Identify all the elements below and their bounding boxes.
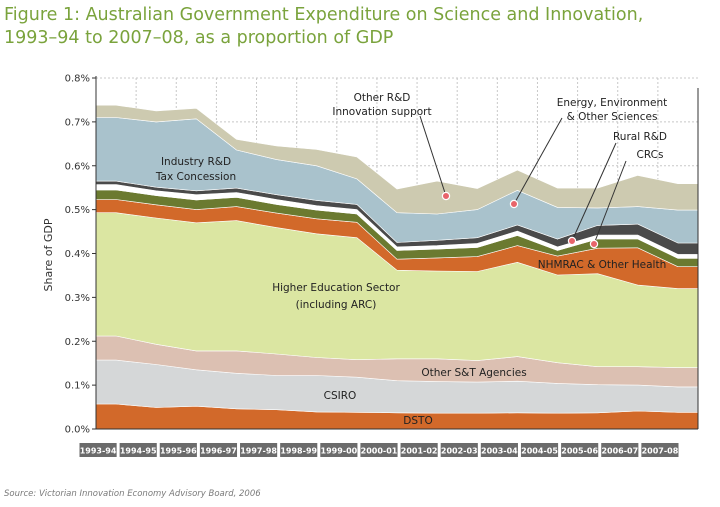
x-tick-box (320, 443, 358, 457)
x-tick-label: 2000-01 (361, 447, 398, 456)
marker-rural (567, 236, 577, 246)
label-other-rd: Other R&D (354, 92, 411, 104)
label-dsto: DSTO (403, 415, 432, 427)
x-tick-label: 2006-07 (601, 447, 638, 456)
x-axis-ticks: 1993-94 1994-95 1995-96 1996-97 1997-98 1998-… (79, 443, 679, 457)
y-tick-label: 0.5% (65, 205, 90, 216)
x-tick-label: 1997-98 (240, 447, 277, 456)
y-tick-label: 0.7% (65, 117, 90, 128)
y-axis-label: Share of GDP (42, 218, 55, 291)
y-tick-label: 0.3% (65, 293, 90, 304)
leader-energy (513, 117, 563, 205)
x-tick-box (240, 443, 278, 457)
x-tick-box (561, 443, 599, 457)
y-tick-label: 0.4% (65, 249, 90, 260)
x-tick-box (601, 443, 639, 457)
label-industry-rd-tax: Tax Concession (155, 171, 236, 183)
x-tick-label: 2002-03 (441, 447, 478, 456)
x-tick-label: 2007-08 (642, 447, 679, 456)
label-crcs: CRCs (637, 149, 664, 161)
x-tick-box (199, 443, 238, 457)
stacked-areas (95, 104, 699, 430)
x-tick-box (641, 443, 679, 457)
label-higher-education: Higher Education Sector (272, 282, 400, 294)
marker-energy (509, 199, 519, 209)
x-tick-label: 1998-99 (280, 447, 317, 456)
leader-rural (571, 142, 617, 242)
x-tick-label: 1994-95 (120, 447, 157, 456)
y-tick-label: 0.0% (65, 425, 90, 436)
x-tick-box (520, 443, 559, 457)
leader-other-rd (419, 115, 447, 197)
x-tick-label: 2001-02 (401, 447, 438, 456)
series-labels: Industry R&D Tax Concession Higher Educati… (155, 92, 667, 427)
x-tick-label: 1996-97 (200, 447, 237, 456)
leader-crcs (593, 160, 627, 245)
y-tick-label: 0.2% (65, 337, 90, 348)
x-tick-box (360, 443, 398, 457)
title-line-1: Figure 1: Australian Government Expendit… (4, 5, 644, 25)
y-tick-label: 0.6% (65, 161, 90, 172)
label-nhmrac: NHMRAC & Other Health (538, 259, 667, 271)
y-axis-ticks: 0.0% 0.1% 0.2% 0.3% 0.4% 0.5% 0.6% 0.7% 0.8% (65, 74, 96, 436)
y-tick-label: 0.8% (65, 74, 90, 85)
x-tick-label: 2004-05 (521, 447, 558, 456)
x-tick-label: 1995-96 (160, 447, 197, 456)
label-industry-rd-tax: Industry R&D (161, 156, 231, 168)
source-note: Source: Victorian Innovation Economy Adv… (4, 489, 261, 499)
title-line-2: 1993–94 to 2007–08, as a proportion of G… (4, 28, 394, 48)
x-tick-box (480, 443, 518, 457)
x-tick-label: 2005-06 (561, 447, 598, 456)
axes (95, 76, 699, 430)
label-other-rd: Innovation support (332, 106, 431, 118)
x-tick-box (119, 443, 157, 457)
marker-crcs (589, 239, 599, 249)
label-higher-education: (including ARC) (296, 299, 377, 311)
x-tick-box (280, 443, 318, 457)
label-rural-rd: Rural R&D (613, 131, 667, 143)
label-energy-environment: & Other Sciences (567, 111, 658, 123)
label-energy-environment: Energy, Environment (557, 97, 667, 109)
x-tick-label: 1999-00 (321, 447, 358, 456)
chart-title: Figure 1: Australian Government Expendit… (4, 4, 716, 50)
x-tick-box (440, 443, 478, 457)
label-csiro: CSIRO (324, 390, 357, 402)
x-tick-label: 1993-94 (80, 447, 117, 456)
x-tick-box (400, 443, 438, 457)
marker-other-rd (441, 191, 451, 201)
x-tick-box (79, 443, 117, 457)
x-tick-box (159, 443, 197, 457)
label-other-st-agencies: Other S&T Agencies (421, 367, 526, 379)
x-tick-label: 2003-04 (481, 447, 518, 456)
y-tick-label: 0.1% (65, 381, 90, 392)
